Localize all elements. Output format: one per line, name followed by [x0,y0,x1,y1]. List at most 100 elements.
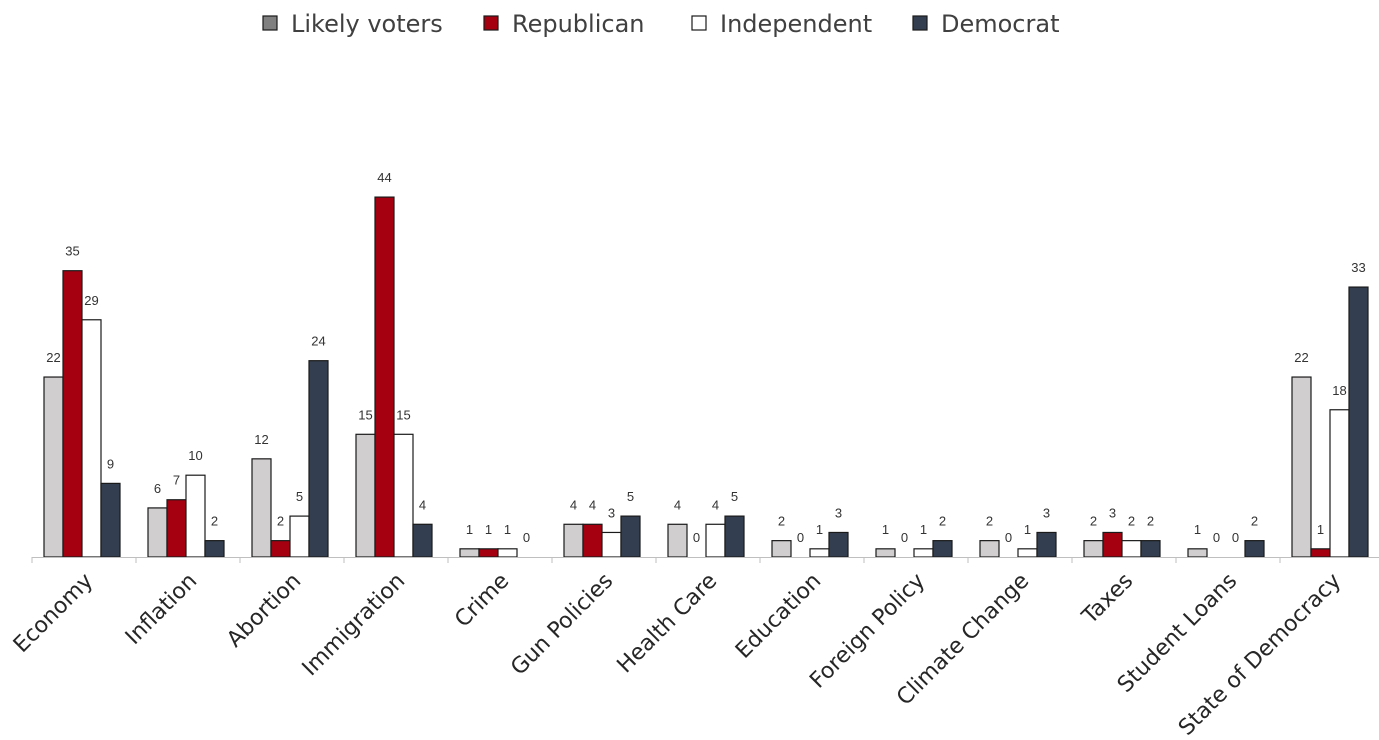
bar-immigration-likely-voters [355,433,376,558]
data-label-climate-change-independent: 1 [1024,522,1031,537]
bar-state-of-democracy-republican [1310,548,1331,558]
bar-abortion-democrat [308,360,329,558]
bar-immigration-republican [374,196,395,558]
data-label-state-of-democracy-independent: 18 [1332,383,1346,398]
bar-economy-likely-voters [43,376,64,558]
data-label-crime-independent: 1 [504,522,511,537]
bar-inflation-democrat [204,540,225,558]
bar-education-likely-voters [771,540,792,558]
data-label-economy-independent: 29 [84,293,98,308]
data-label-inflation-democrat: 2 [211,514,218,529]
legend-label-democrat: Democrat [941,10,1060,38]
data-label-foreign-policy-democrat: 2 [939,514,946,529]
bars-layer [43,196,1369,558]
data-label-student-loans-likely-voters: 1 [1194,522,1201,537]
bar-gun-policies-likely-voters [563,523,584,558]
bar-economy-democrat [100,482,121,558]
x-tick-label-health-care: Health Care [613,569,723,679]
bar-abortion-likely-voters [251,458,272,558]
bar-health-care-democrat [724,515,745,558]
bar-immigration-democrat [412,523,433,558]
bar-education-independent [809,548,830,558]
legend-label-independent: Independent [720,10,872,38]
data-label-taxes-independent: 2 [1128,514,1135,529]
data-label-immigration-republican: 44 [377,170,391,185]
data-label-health-care-democrat: 5 [731,489,738,504]
x-axis-ticks [31,557,1281,563]
data-label-foreign-policy-independent: 1 [920,522,927,537]
data-label-crime-likely-voters: 1 [466,522,473,537]
bar-immigration-independent [393,433,414,558]
x-tick-label-gun-policies: Gun Policies [506,569,618,681]
data-label-student-loans-independent: 0 [1232,530,1239,545]
bar-abortion-republican [270,540,291,558]
x-tick-label-inflation: Inflation [121,569,202,650]
bar-crime-likely-voters [459,548,480,558]
data-label-state-of-democracy-likely-voters: 22 [1294,350,1308,365]
bar-taxes-republican [1102,531,1123,558]
x-tick-label-economy: Economy [9,569,98,658]
bar-education-democrat [828,531,849,558]
bar-taxes-democrat [1140,540,1161,558]
bar-taxes-independent [1121,540,1142,558]
data-label-gun-policies-likely-voters: 4 [570,497,577,512]
bar-health-care-independent [705,523,726,558]
data-label-foreign-policy-likely-voters: 1 [882,522,889,537]
data-label-taxes-likely-voters: 2 [1090,514,1097,529]
data-label-education-likely-voters: 2 [778,514,785,529]
bar-student-loans-democrat [1244,540,1265,558]
data-label-climate-change-republican: 0 [1005,530,1012,545]
bar-abortion-independent [289,515,310,558]
bar-climate-change-independent [1017,548,1038,558]
data-label-inflation-independent: 10 [188,448,202,463]
x-tick-label-education: Education [731,569,826,664]
bar-gun-policies-democrat [620,515,641,558]
data-label-foreign-policy-republican: 0 [901,530,908,545]
data-label-health-care-republican: 0 [693,530,700,545]
legend-label-likely-voters: Likely voters [291,10,443,38]
bar-economy-republican [62,270,83,558]
bar-state-of-democracy-democrat [1348,286,1369,558]
bar-inflation-republican [166,499,187,558]
legend-swatch-likely-voters [262,15,278,31]
data-label-health-care-independent: 4 [712,497,719,512]
data-label-education-democrat: 3 [835,505,842,520]
x-tick-label-immigration: Immigration [298,569,411,682]
bar-state-of-democracy-independent [1329,409,1350,558]
legend-swatch-independent [691,15,707,31]
data-label-taxes-democrat: 2 [1147,514,1154,529]
data-label-taxes-republican: 3 [1109,505,1116,520]
bar-foreign-policy-likely-voters [875,548,896,558]
data-label-education-independent: 1 [816,522,823,537]
bar-climate-change-democrat [1036,531,1057,558]
data-label-immigration-likely-voters: 15 [358,407,372,422]
data-label-crime-republican: 1 [485,522,492,537]
legend-label-republican: Republican [512,10,645,38]
data-label-state-of-democracy-democrat: 33 [1351,260,1365,275]
data-label-economy-republican: 35 [65,244,79,259]
data-label-abortion-independent: 5 [296,489,303,504]
data-label-immigration-democrat: 4 [419,497,426,512]
bar-crime-republican [478,548,499,558]
x-tick-label-taxes: Taxes [1077,569,1138,630]
data-label-climate-change-democrat: 3 [1043,505,1050,520]
bar-crime-independent [497,548,518,558]
bar-gun-policies-republican [582,523,603,558]
x-tick-label-abortion: Abortion [222,569,306,653]
bar-health-care-likely-voters [667,523,688,558]
legend-swatch-democrat [912,15,928,31]
data-label-gun-policies-republican: 4 [589,497,596,512]
data-label-crime-democrat: 0 [523,530,530,545]
bar-foreign-policy-democrat [932,540,953,558]
x-tick-label-crime: Crime [450,569,514,633]
data-label-student-loans-democrat: 2 [1251,514,1258,529]
data-label-inflation-likely-voters: 6 [154,481,161,496]
bar-state-of-democracy-likely-voters [1291,376,1312,558]
data-label-education-republican: 0 [797,530,804,545]
data-label-immigration-independent: 15 [396,407,410,422]
bar-taxes-likely-voters [1083,540,1104,558]
data-label-gun-policies-independent: 3 [608,505,615,520]
